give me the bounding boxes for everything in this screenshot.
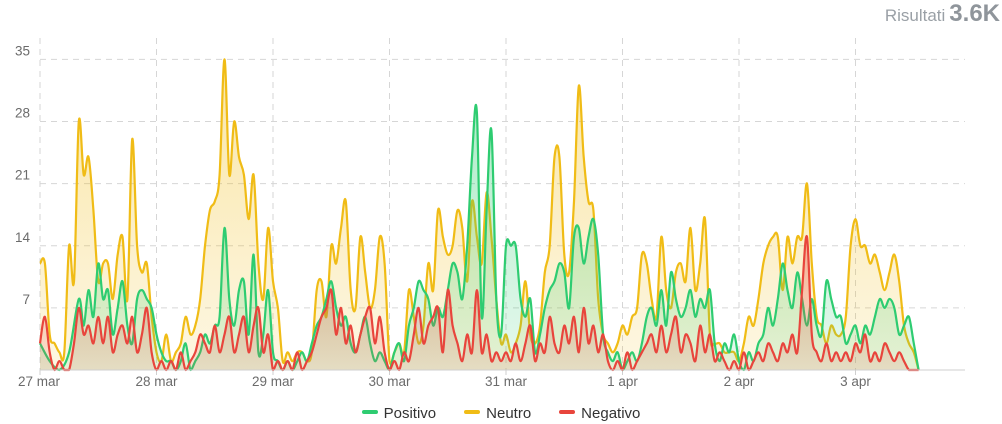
x-tick-label: 29 mar bbox=[252, 374, 295, 389]
results-value: 3.6K bbox=[949, 0, 1000, 27]
x-tick-label: 28 mar bbox=[135, 374, 178, 389]
legend-label: Positivo bbox=[383, 405, 437, 422]
legend-swatch bbox=[464, 410, 481, 415]
results-counter: Risultati 3.6K bbox=[885, 0, 1000, 28]
x-tick-label: 3 apr bbox=[840, 374, 871, 389]
x-tick-label: 2 apr bbox=[724, 374, 755, 389]
y-tick-label: 28 bbox=[15, 106, 30, 121]
y-tick-label: 14 bbox=[15, 230, 31, 245]
legend-label: Neutro bbox=[486, 405, 532, 422]
legend: Positivo Neutro Negativo bbox=[0, 405, 1002, 422]
legend-item-neutro[interactable]: Neutro bbox=[464, 405, 531, 422]
x-tick-label: 30 mar bbox=[368, 374, 411, 389]
x-tick-label: 31 mar bbox=[485, 374, 528, 389]
y-tick-label: 35 bbox=[15, 43, 30, 58]
series-line-positivo bbox=[39, 103, 920, 372]
legend-item-negativo[interactable]: Negativo bbox=[559, 405, 640, 422]
sentiment-area-chart: 27 mar 28 mar 29 mar 30 mar 31 mar 1 apr 2 apr… bbox=[15, 38, 965, 389]
legend-swatch bbox=[559, 410, 576, 415]
series-area-neutro bbox=[40, 59, 919, 371]
series-layer bbox=[38, 58, 920, 372]
y-axis-ticks: 7 14 21 28 35 bbox=[15, 43, 31, 307]
legend-label: Negativo bbox=[581, 405, 641, 422]
legend-item-positivo[interactable]: Positivo bbox=[361, 405, 437, 422]
y-tick-label: 21 bbox=[15, 168, 30, 183]
x-tick-label: 1 apr bbox=[607, 374, 638, 389]
results-label: Risultati bbox=[884, 6, 946, 25]
x-tick-label: 27 mar bbox=[18, 374, 61, 389]
y-tick-label: 7 bbox=[22, 292, 30, 307]
x-axis-ticks: 27 mar 28 mar 29 mar 30 mar 31 mar 1 apr 2 apr… bbox=[18, 370, 871, 389]
legend-swatch bbox=[361, 410, 378, 415]
